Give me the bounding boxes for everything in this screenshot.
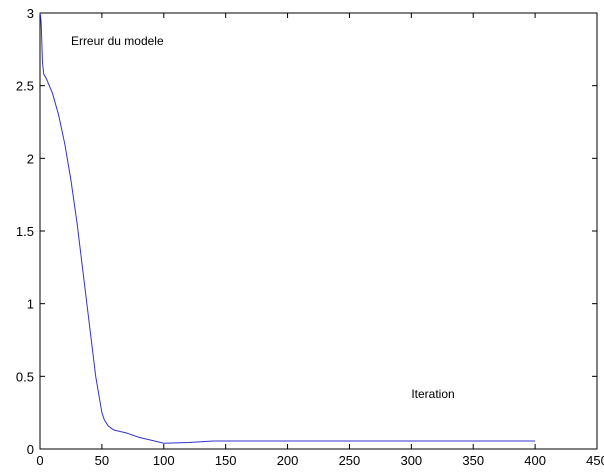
y-tick-label: 3: [27, 6, 34, 21]
x-tick-label: 50: [95, 453, 109, 468]
x-tick-label: 250: [339, 453, 361, 468]
x-tick-label: 150: [215, 453, 237, 468]
y-tick-label: 2: [27, 151, 34, 166]
plot-area: [39, 12, 598, 450]
x-tick-label: 300: [400, 453, 422, 468]
x-tick-label: 0: [36, 453, 43, 468]
x-tick-label: 450: [586, 453, 604, 468]
y-tick-label: 1: [27, 297, 34, 312]
x-tick-label: 100: [153, 453, 175, 468]
annotation-iteration: Iteration: [411, 387, 454, 401]
y-tick-label: 0.5: [16, 369, 34, 384]
series-line: [39, 12, 536, 444]
tick-labels-layer: 0 50 100 150 200 250 300 350 400 450 0 0.5 1 1.5 2 2.5 3: [16, 6, 604, 468]
x-tick-label: 350: [462, 453, 484, 468]
y-tick-label: 0: [27, 442, 34, 457]
y-tick-label: 1.5: [16, 224, 34, 239]
x-tick-label: 400: [524, 453, 546, 468]
ticks-layer: [39, 12, 598, 450]
annotation-erreur-du-modele: Erreur du modele: [71, 34, 164, 48]
x-tick-label: 200: [277, 453, 299, 468]
y-tick-label: 2.5: [16, 79, 34, 94]
